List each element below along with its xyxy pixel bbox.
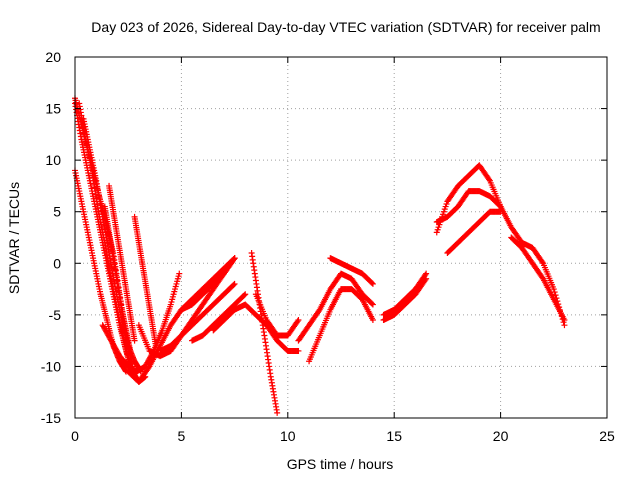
series-arc-q [252,291,302,339]
data-point-plus [369,280,376,287]
series-arc-g [106,182,138,344]
x-tick-label: 5 [178,428,186,444]
data-point-plus [539,258,546,265]
x-tick-label: 0 [71,428,79,444]
series-arc-aa [508,234,568,324]
y-tick-label: -10 [41,358,61,374]
y-tick-label: -5 [49,307,62,323]
data-point-plus [422,277,429,284]
y-tick-label: -15 [41,410,61,426]
data-point-plus [369,317,376,324]
series-arc-p [248,249,281,416]
axis-ticks: 0 5 10 15 20 25 -15 -10 -5 0 5 10 15 20 [41,49,615,444]
data-point-plus [127,347,134,354]
chart-title: Day 023 of 2026, Sidereal Day-to-day VTE… [91,19,600,35]
data-point-plus [242,291,249,298]
grid-lines [75,57,607,418]
series-arc-r [295,270,376,344]
series-arc-j [125,255,238,385]
data-point-plus [241,292,248,299]
series-arc-i [99,270,183,375]
y-tick-label: 15 [45,101,61,117]
plot-frame [74,56,608,419]
data-point-plus [295,347,302,354]
data-point-plus [131,337,138,344]
data-point-plus [539,274,546,281]
data-point-plus [369,280,376,287]
y-tick-label: 20 [45,49,61,65]
data-point-plus [423,270,430,277]
y-tick-label: 0 [53,255,61,271]
series-arc-h [131,213,159,349]
data-point-plus [369,301,376,308]
y-axis-label: SDTVAR / TECUs [6,182,22,294]
data-point-plus [274,409,281,416]
data-point-plus [231,280,238,287]
data-point-plus [230,281,237,288]
data-point-plus [561,317,568,324]
series-arc-x [433,188,504,226]
data-point-plus [486,176,493,183]
y-tick-label: 5 [53,204,61,220]
x-tick-label: 20 [493,428,509,444]
y-tick-label: 10 [45,152,61,168]
series-arc-v [380,275,430,324]
series-arc-l [157,280,238,354]
data-point-plus [176,270,183,277]
series-arc-u [380,270,430,318]
data-point-plus [230,256,237,263]
data-point-plus [315,307,322,314]
x-axis-label: GPS time / hours [287,456,394,472]
data-point-plus [294,318,301,325]
x-tick-label: 25 [599,428,615,444]
series-arc-t [327,255,376,287]
series-arc-s [306,286,376,365]
series-arc-z [497,203,568,329]
data-marks [72,95,568,416]
data-point-plus [295,317,302,324]
x-tick-label: 10 [280,428,296,444]
series-arc-y [444,208,504,256]
data-point-plus [423,275,430,282]
series-arc-m [178,255,238,313]
data-point-plus [550,286,557,293]
data-point-plus [422,271,429,278]
data-point-plus [369,300,376,307]
series-arc-f [101,203,134,354]
data-point-plus [561,322,568,329]
data-point-plus [145,364,152,371]
x-tick-label: 15 [386,428,402,444]
data-point-plus [231,255,238,262]
